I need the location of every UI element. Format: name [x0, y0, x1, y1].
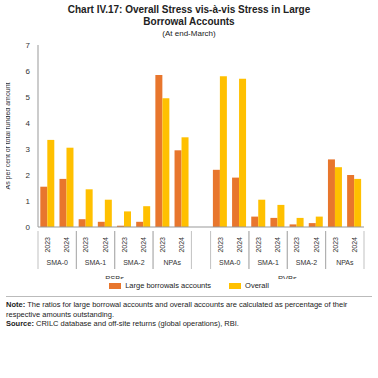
svg-text:PSBs: PSBs: [105, 274, 124, 279]
svg-text:SMA-1: SMA-1: [85, 259, 107, 266]
svg-text:2023: 2023: [44, 237, 51, 253]
svg-text:SMA-2: SMA-2: [296, 259, 318, 266]
svg-text:6: 6: [26, 67, 31, 76]
svg-text:2024: 2024: [140, 237, 147, 253]
svg-text:2024: 2024: [351, 237, 358, 253]
html-text:Source: CRILC database and off: Source: CRILC database and off-site retu…: [6, 319, 239, 328]
html-text:Note: The ratios for large bor: Note: The ratios for large borrowal acco…: [6, 300, 348, 319]
svg-text:2023: 2023: [217, 237, 224, 253]
svg-text:2024: 2024: [102, 237, 109, 253]
svg-text:SMA-0: SMA-0: [46, 259, 68, 266]
html-text:Chart IV.17: Overall Stress vi: Chart IV.17: Overall Stress vis-à-vis St…: [67, 4, 311, 27]
svg-text:2023: 2023: [121, 237, 128, 253]
svg-text:2023: 2023: [255, 237, 262, 253]
html-text:Large borrowals accounts: Large borrowals accounts: [125, 281, 212, 290]
html-text:(At end-March): (At end-March): [162, 29, 216, 38]
svg-text:As per cent of total funded am: As per cent of total funded amount: [6, 82, 12, 189]
svg-text:2023: 2023: [293, 237, 300, 253]
svg-text:2024: 2024: [313, 237, 320, 253]
svg-text:1: 1: [26, 197, 31, 206]
svg-text:7: 7: [26, 41, 31, 50]
svg-text:2023: 2023: [82, 237, 89, 253]
svg-text:2: 2: [26, 171, 31, 180]
svg-text:NPAs: NPAs: [336, 259, 354, 266]
svg-text:2024: 2024: [63, 237, 70, 253]
svg-text:2023: 2023: [159, 237, 166, 253]
svg-text:2024: 2024: [178, 237, 185, 253]
svg-text:5: 5: [26, 93, 31, 102]
svg-text:4: 4: [26, 119, 31, 128]
svg-text:PVBs: PVBs: [278, 274, 297, 279]
svg-text:2023: 2023: [332, 237, 339, 253]
svg-text:2024: 2024: [236, 237, 243, 253]
svg-text:SMA-1: SMA-1: [257, 259, 279, 266]
svg-text:NPAs: NPAs: [164, 259, 182, 266]
svg-text:0: 0: [26, 223, 31, 232]
svg-text:SMA-0: SMA-0: [219, 259, 241, 266]
html-text:Overall: Overall: [245, 281, 269, 290]
svg-text:3: 3: [26, 145, 31, 154]
svg-text:2024: 2024: [274, 237, 281, 253]
svg-text:SMA-2: SMA-2: [123, 259, 145, 266]
